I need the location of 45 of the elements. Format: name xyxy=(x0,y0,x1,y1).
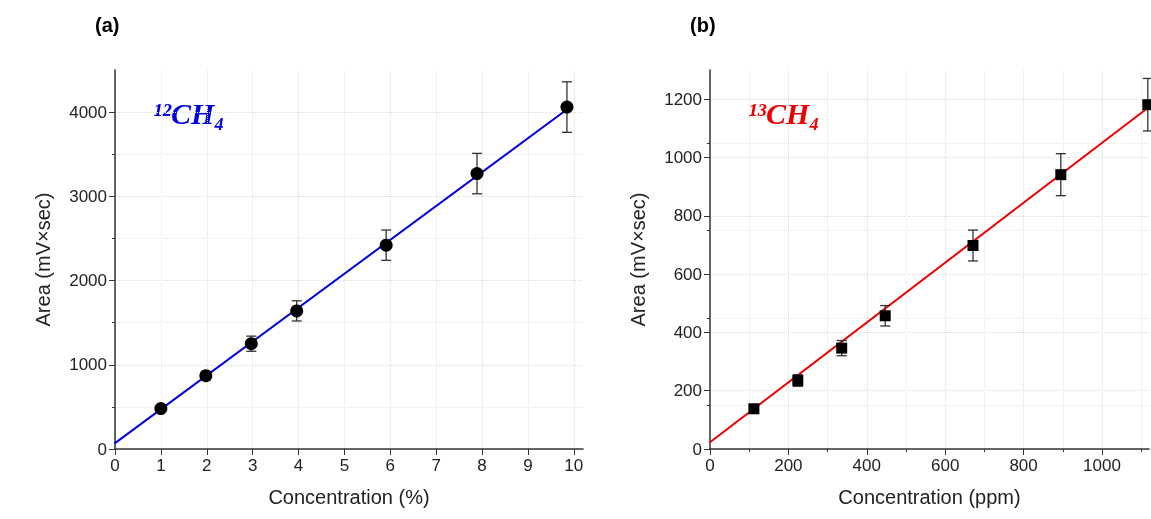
y-tick-label: 1200 xyxy=(664,89,702,109)
text: ¹²CH₄ xyxy=(153,96,225,130)
x-tick-label: 200 xyxy=(774,456,803,475)
y-tick-label: 400 xyxy=(673,322,702,342)
point xyxy=(560,100,574,114)
x-tick-label: 4 xyxy=(293,456,304,475)
y-tick-label: 0 xyxy=(97,439,107,459)
y-tick-label: 3000 xyxy=(69,186,107,206)
text: ¹³CH₄ xyxy=(748,96,820,130)
point xyxy=(290,304,304,318)
x-tick-label: 600 xyxy=(930,456,960,475)
y-tick-label: 600 xyxy=(673,264,702,284)
y-tick-label: 200 xyxy=(673,381,702,401)
y-tick-label: 2000 xyxy=(69,271,107,291)
x-tick-label: 800 xyxy=(1009,456,1038,475)
x-tick-label: 0 xyxy=(110,456,120,475)
y-tick-label: 1000 xyxy=(664,147,702,167)
x-tick-label: 0 xyxy=(705,456,715,475)
point xyxy=(470,167,484,181)
y-axis-title: Area (mV×sec) xyxy=(627,192,649,327)
point xyxy=(1055,169,1067,181)
point xyxy=(748,403,760,415)
x-tick-label: 7 xyxy=(431,456,441,475)
x-tick-label: 9 xyxy=(523,456,533,475)
point xyxy=(379,238,393,252)
x-tick-label: 8 xyxy=(477,456,487,475)
x-axis-title: Concentration (%) xyxy=(268,486,430,508)
x-tick-label: 400 xyxy=(852,456,881,475)
x-tick-label: 1 xyxy=(156,456,166,475)
y-tick-label: 0 xyxy=(692,439,702,459)
y-axis-title: Area (mV×sec) xyxy=(32,192,54,327)
x-tick-label: 3 xyxy=(247,456,258,475)
chart-title: (b) xyxy=(690,14,716,36)
y-tick-label: 800 xyxy=(673,206,702,226)
x-tick-label: 5 xyxy=(339,456,350,475)
x-tick-label: 1000 xyxy=(1083,456,1121,475)
x-tick-label: 6 xyxy=(385,456,396,475)
x-tick-label: 10 xyxy=(564,456,584,475)
point xyxy=(879,310,891,322)
x-axis-title: Concentration (ppm) xyxy=(838,486,1021,508)
chart-title: (a) xyxy=(95,14,120,36)
point xyxy=(967,240,979,252)
x-tick-label: 2 xyxy=(202,456,212,475)
y-tick-label: 1000 xyxy=(69,355,107,375)
y-tick-label: 4000 xyxy=(69,102,107,122)
